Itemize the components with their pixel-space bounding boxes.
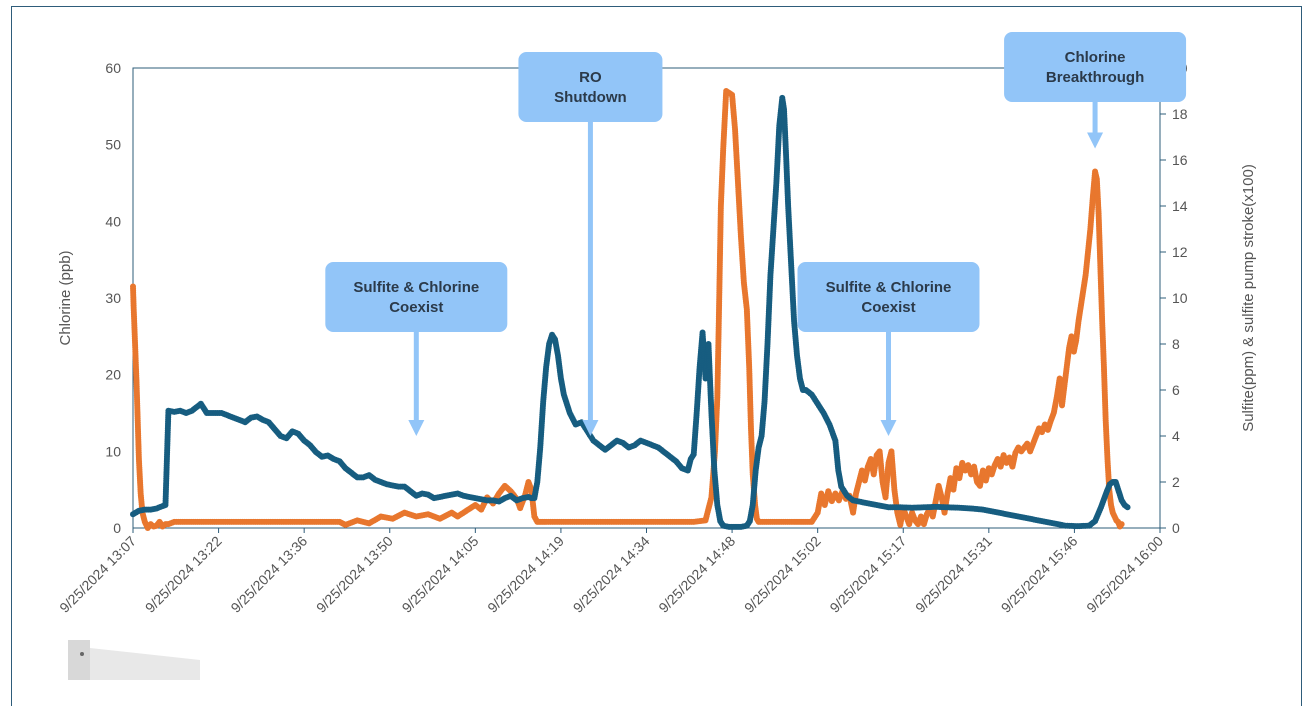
callout-text: Breakthrough (1046, 69, 1144, 86)
y2-tick-label: 2 (1172, 474, 1180, 490)
callout-text: Chlorine (1065, 49, 1126, 66)
callout: RO Shutdown (518, 52, 663, 436)
y2-tick-label: 14 (1172, 198, 1188, 214)
callout-text: Sulfite & Chlorine (353, 279, 479, 296)
y-tick-label: 0 (113, 520, 121, 536)
x-tick-label: 9/25/2024 14:48 (655, 533, 738, 616)
y2-tick-label: 18 (1172, 106, 1188, 122)
y2-tick-label: 8 (1172, 336, 1180, 352)
callout-box (1004, 32, 1187, 102)
callout-arrow-head (408, 420, 425, 436)
y2-tick-label: 12 (1172, 244, 1188, 260)
x-tick-label: 9/25/2024 15:02 (741, 533, 824, 616)
chart-frame (11, 6, 1302, 706)
y2-tick-label: 0 (1172, 520, 1180, 536)
x-tick-label: 9/25/2024 15:17 (826, 533, 909, 616)
callout: Sulfite & Chlorine Coexist (797, 262, 980, 436)
series-layer (130, 88, 1131, 531)
x-tick-label: 9/25/2024 16:00 (1083, 533, 1166, 616)
y2-tick-label: 4 (1172, 428, 1180, 444)
x-tick-label: 9/25/2024 15:31 (912, 533, 995, 616)
callout-layer: Sulfite & Chlorine Coexist RO Shutdown Sulfi… (325, 32, 1187, 436)
data-point (1118, 521, 1125, 528)
callout-text: Coexist (861, 299, 915, 316)
callout-arrow-shaft (885, 332, 891, 422)
callout-arrow-head (1087, 132, 1104, 149)
callout-arrow-shaft (413, 332, 419, 422)
y-tick-label: 20 (105, 367, 121, 383)
callout-text: RO (579, 69, 602, 86)
callout: Sulfite & Chlorine Coexist (325, 262, 508, 436)
y-tick-label: 40 (105, 213, 121, 229)
y2-axis-title: Sulfite(ppm) & sulfite pump stroke(x100) (1240, 164, 1257, 432)
y-axis-title: Chlorine (ppb) (57, 250, 74, 345)
y2-tick-label: 16 (1172, 152, 1188, 168)
series-1 (130, 94, 1131, 530)
callout-arrow-shaft (1092, 102, 1098, 135)
corner-photo-fragment (68, 640, 200, 680)
callout-arrow-head (582, 420, 599, 436)
callout: Chlorine Breakthrough (1004, 32, 1187, 149)
x-tick-label: 9/25/2024 13:36 (227, 533, 310, 616)
y-tick-label: 10 (105, 443, 121, 459)
data-point (1124, 504, 1131, 511)
y2-tick-label: 10 (1172, 290, 1188, 306)
callout-arrow-shaft (587, 122, 593, 422)
x-tick-label: 9/25/2024 14:19 (484, 533, 567, 616)
callout-text: Shutdown (554, 89, 626, 106)
y-tick-label: 50 (105, 137, 121, 153)
x-tick-label: 9/25/2024 15:46 (998, 533, 1081, 616)
x-axis: 9/25/2024 13:07 9/25/2024 13:22 9/25/2024 … (56, 528, 1166, 616)
callout-text: Sulfite & Chlorine (826, 279, 952, 296)
y-tick-label: 60 (105, 60, 121, 76)
x-tick-label: 9/25/2024 13:22 (142, 533, 225, 616)
x-tick-label: 9/25/2024 14:34 (570, 533, 653, 616)
x-tick-label: 9/25/2024 13:07 (56, 533, 139, 616)
callout-arrow-head (880, 420, 897, 436)
callout-text: Coexist (389, 299, 443, 316)
callout-box (797, 262, 980, 332)
y-axis-right: 02468101214161820 (1160, 60, 1188, 536)
callout-box (518, 52, 663, 122)
x-tick-label: 9/25/2024 13:50 (313, 533, 396, 616)
callout-box (325, 262, 508, 332)
x-tick-label: 9/25/2024 14:05 (399, 533, 482, 616)
y-tick-label: 30 (105, 290, 121, 306)
y2-tick-label: 6 (1172, 382, 1180, 398)
